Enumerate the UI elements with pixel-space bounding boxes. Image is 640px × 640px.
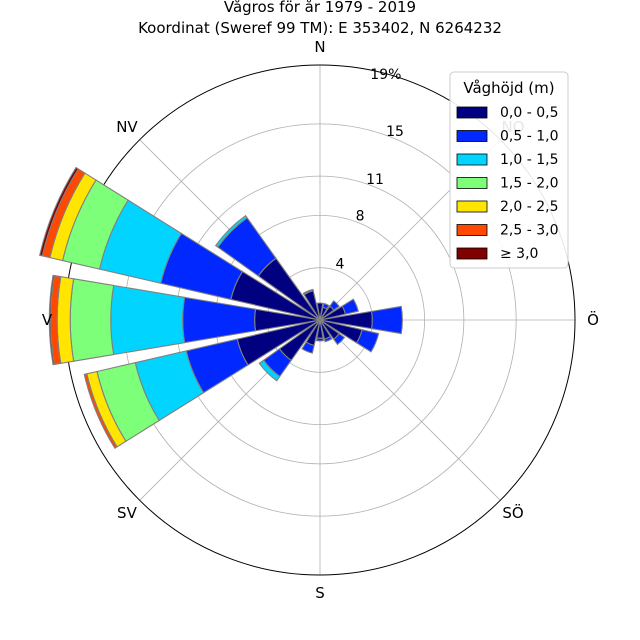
rose-bar-segment [258, 359, 281, 382]
direction-label: N [314, 38, 325, 56]
legend-swatch [456, 200, 488, 213]
radial-tick-label: 11 [366, 172, 384, 188]
legend-swatch [456, 106, 488, 119]
radial-tick-label: 4 [336, 257, 345, 273]
rose-bar-segment [355, 329, 380, 353]
rose-bar-segment [322, 302, 330, 310]
legend: Våghöjd (m) 0,0 - 0,5 0,5 - 1,0 1,0 - 1,5 1,… [449, 71, 569, 269]
rose-bar-segment [83, 373, 118, 449]
rose-bar-segment [48, 274, 55, 366]
spoke-line [319, 319, 501, 501]
rose-bar-segment [69, 278, 115, 362]
rose-bar-segment [370, 305, 403, 335]
legend-swatch [456, 130, 488, 142]
legend-entry-label: 1,0 - 1,5 [500, 152, 558, 168]
chart-title-line2: Koordinat (Sweref 99 TM): E 353402, N 62… [138, 19, 502, 37]
direction-label: SÖ [502, 503, 523, 522]
radial-max-label: 19% [370, 67, 401, 83]
radial-tick-label: 8 [356, 208, 365, 224]
chart-title-line1: Vågros för år 1979 - 2019 [224, 0, 416, 16]
rose-bar-segment [39, 166, 79, 257]
rose-bar-segment [182, 296, 257, 344]
legend-swatch [456, 224, 488, 236]
rose-bar-segment [323, 335, 333, 343]
direction-label: Ö [587, 310, 599, 329]
rose-bar-segment [301, 341, 315, 354]
rose-bar-segment [332, 332, 346, 346]
legend-box [449, 71, 569, 269]
rose-bar-segment [110, 284, 186, 356]
legend-entry-label: 0,5 - 1,0 [500, 129, 558, 145]
rose-bar-segment [316, 302, 324, 321]
rose-bar-segment [315, 337, 325, 342]
legend-swatch [456, 247, 488, 260]
rose-bar-segment [329, 300, 340, 311]
legend-entry-label: 1,5 - 2,0 [500, 176, 558, 192]
legend-title: Våghöjd (m) [463, 79, 554, 97]
direction-label: V [42, 311, 53, 329]
direction-label: NV [116, 118, 138, 136]
legend-entry-label: 0,0 - 0,5 [500, 105, 558, 121]
direction-label: S [315, 584, 325, 602]
legend-entry-label: 2,5 - 3,0 [500, 223, 558, 239]
rose-bar-segment [214, 214, 248, 248]
legend-entry-label: 2,0 - 2,5 [500, 199, 558, 215]
rose-bars [39, 166, 403, 449]
legend-swatch [456, 177, 488, 189]
radial-tick-label: 15 [386, 124, 404, 140]
legend-swatch [456, 153, 488, 166]
rose-bar-segment [302, 288, 314, 296]
direction-label: SV [117, 504, 138, 522]
rose-bar-segment [341, 298, 359, 315]
legend-entry-label: ≥ 3,0 [500, 246, 538, 262]
